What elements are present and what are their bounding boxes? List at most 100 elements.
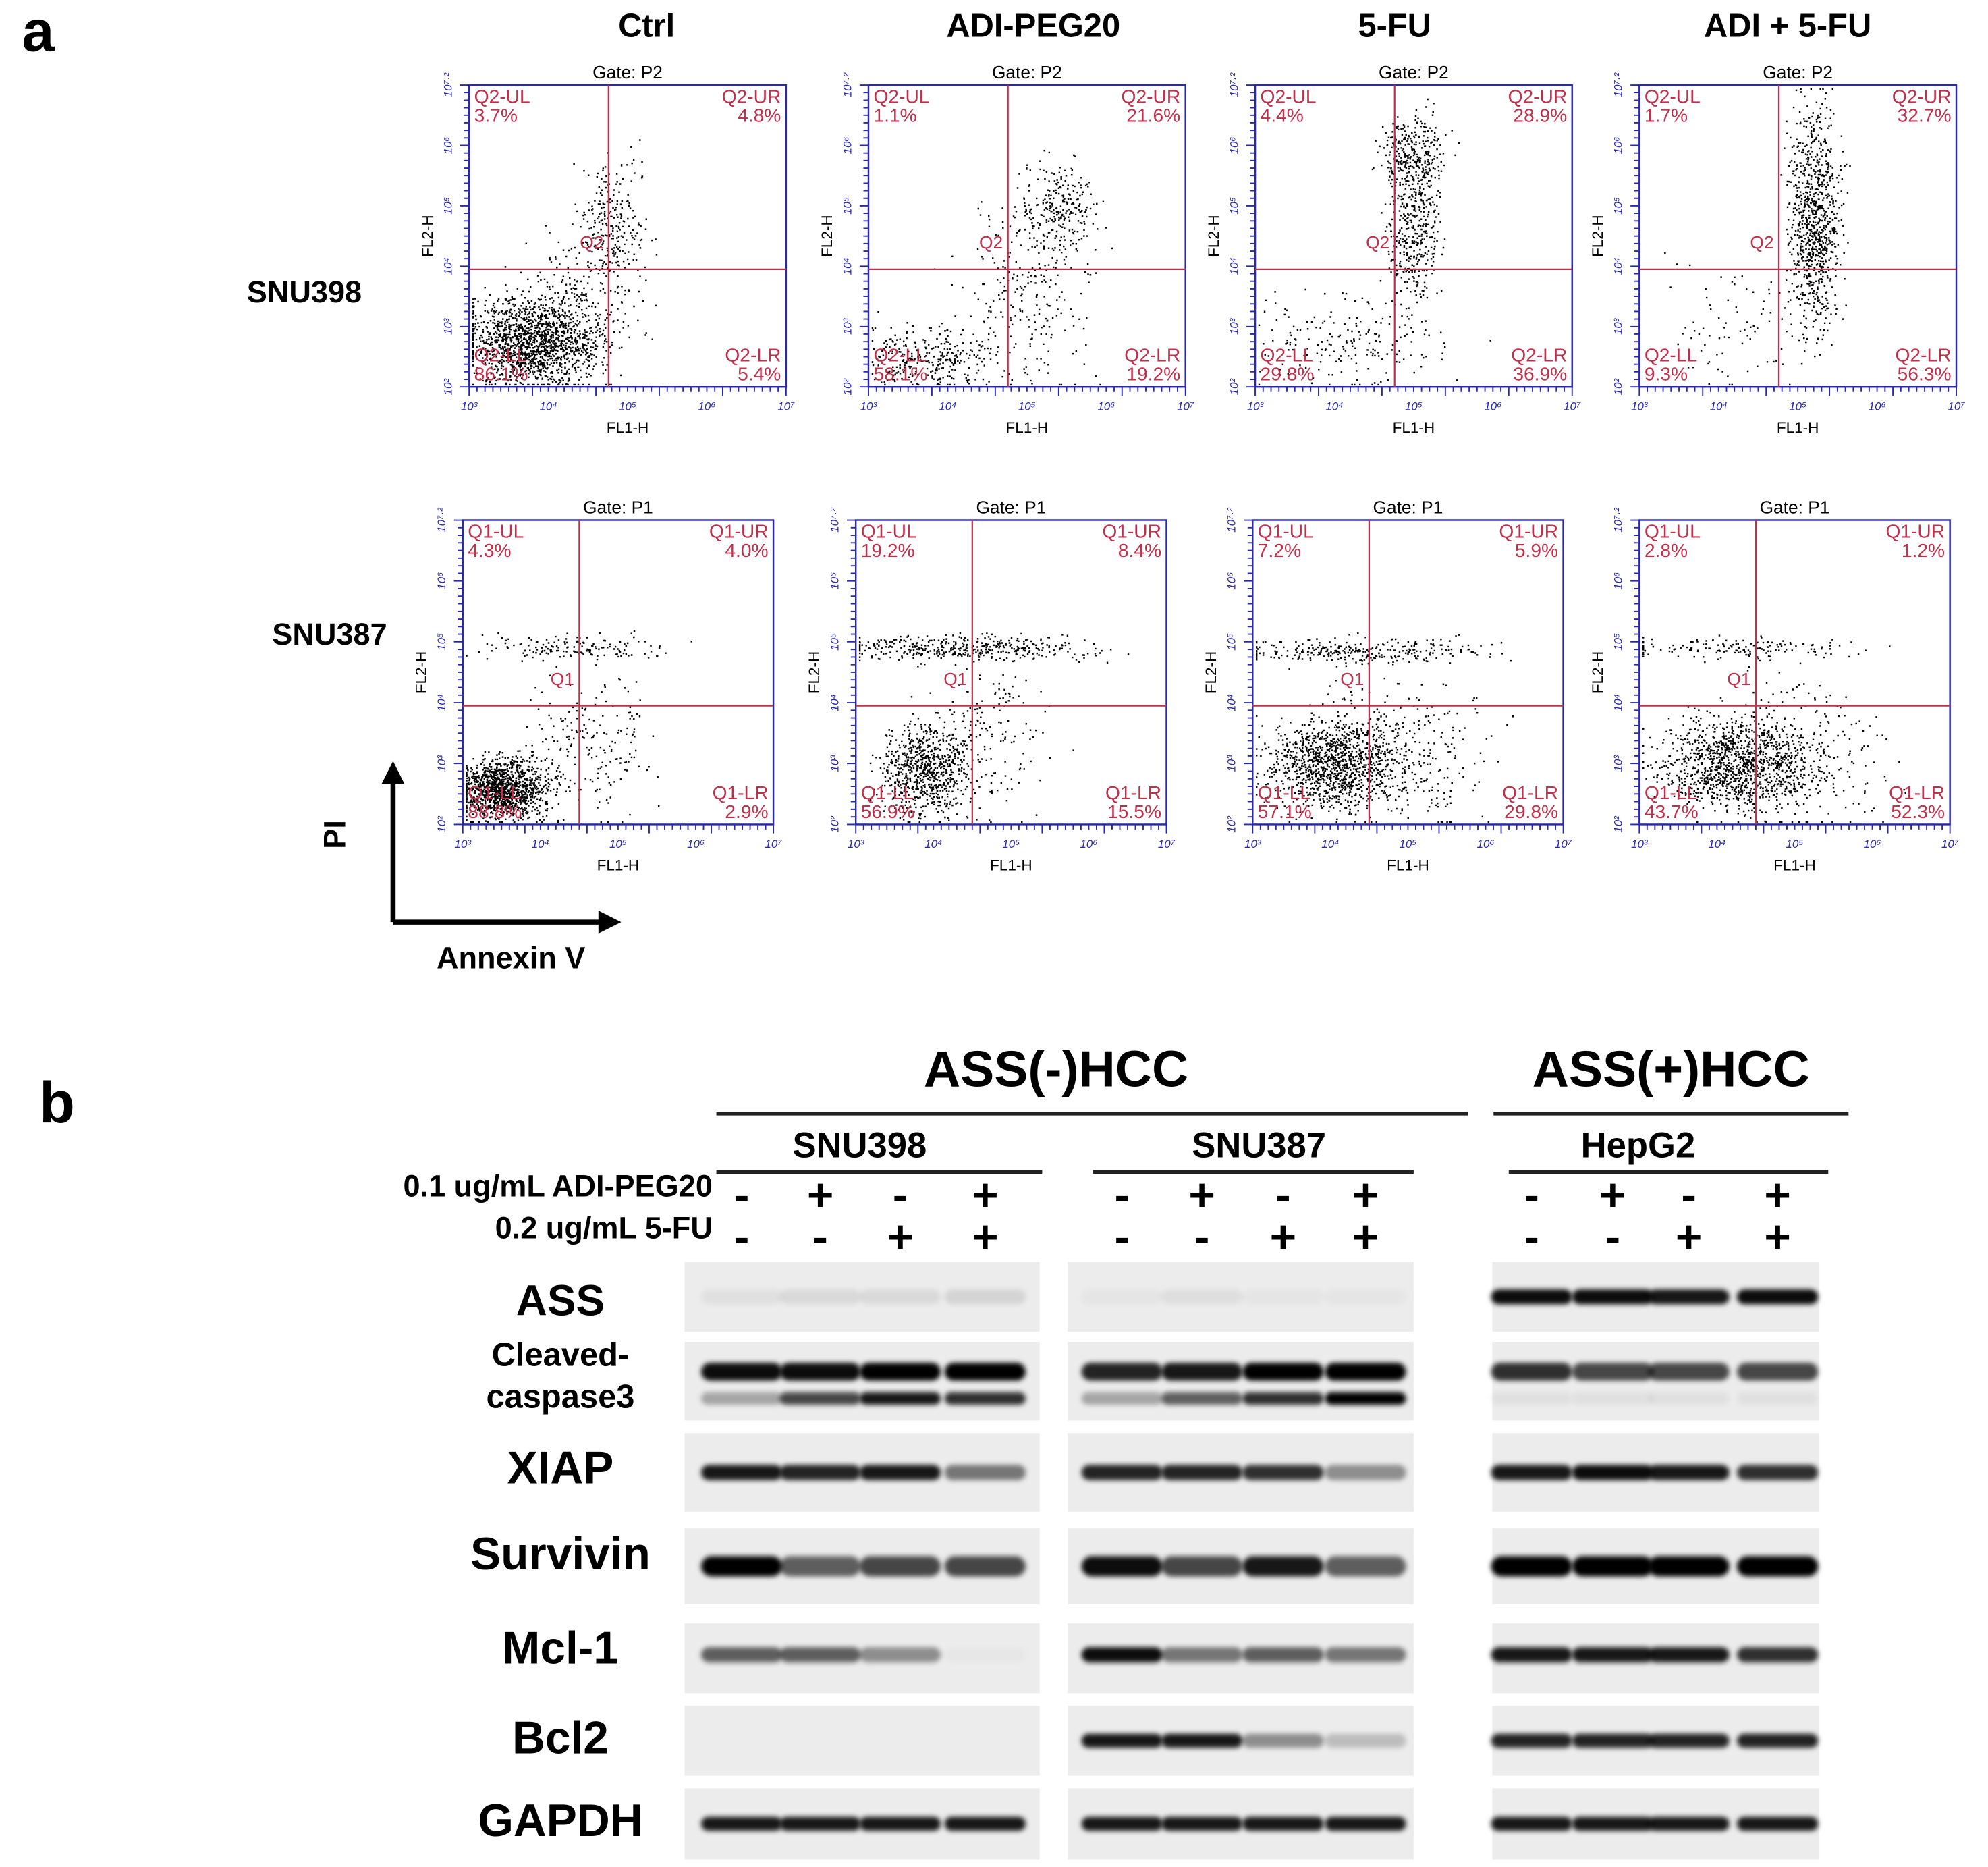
x-tick-label: 10⁴ <box>532 838 549 850</box>
blot-strip <box>1067 1341 1414 1421</box>
quadrant-name: Q1-UR <box>1885 520 1945 542</box>
x-tick-label: 10⁵ <box>1405 400 1423 413</box>
treatment-sign: - <box>1681 1170 1696 1221</box>
blot-band <box>1081 1392 1163 1405</box>
protein-label: Bcl2 <box>512 1713 609 1764</box>
quadrant-name: Q2-UL <box>1261 85 1317 107</box>
center-label: Q2 <box>1366 232 1389 252</box>
quadrant-percent: 15.5% <box>1107 801 1161 822</box>
blot-band <box>1491 1289 1572 1305</box>
blot-band <box>1161 1465 1243 1480</box>
x-axis-label: FL1-H <box>607 419 649 436</box>
x-tick-label: 10⁷ <box>1177 400 1194 413</box>
quadrant-percent: 56.9% <box>861 801 915 822</box>
blot-band <box>700 1816 783 1831</box>
y-tick-label: 10⁷·² <box>442 72 455 97</box>
blot-band <box>859 1363 941 1381</box>
cell-line-heading: SNU398 <box>792 1125 927 1165</box>
quadrant-percent: 4.8% <box>738 104 781 126</box>
condition-title: ADI-PEG20 <box>946 7 1120 44</box>
blot-band <box>1081 1733 1163 1748</box>
group-heading: ASS(-)HCC <box>924 1041 1188 1098</box>
center-label: Q2 <box>580 232 603 252</box>
gate-label: Gate: P2 <box>592 62 663 82</box>
blot-band <box>1572 1363 1653 1381</box>
blot-band <box>1736 1289 1819 1305</box>
x-axis-label: FL1-H <box>1387 857 1429 873</box>
blot-band <box>1161 1647 1243 1662</box>
x-axis-label: FL1-H <box>1006 419 1049 436</box>
x-tick-label: 10³ <box>860 400 877 413</box>
treatment-sign: - <box>1114 1170 1130 1221</box>
arrow-axes <box>390 776 607 925</box>
treatment-sign: + <box>887 1212 914 1263</box>
y-tick-label: 10⁷·² <box>841 72 854 97</box>
y-tick-label: 10⁵ <box>1612 633 1625 651</box>
y-tick-label: 10⁴ <box>1225 694 1238 711</box>
x-tick-label: 10⁷ <box>1158 838 1176 850</box>
y-tick-label: 10² <box>435 815 448 833</box>
x-tick-label: 10⁵ <box>1786 838 1804 850</box>
x-tick-label: 10⁴ <box>1321 838 1339 850</box>
blot-band <box>1325 1465 1406 1480</box>
axis-ticks <box>1630 519 1951 834</box>
quadrant-name: Q1-UR <box>709 520 769 542</box>
y-tick-label: 10⁵ <box>1612 197 1625 215</box>
treatment-label: 0.2 ug/mL 5-FU <box>495 1211 713 1245</box>
quadrant-name: Q2-LR <box>725 344 781 366</box>
axis-ticks <box>859 84 1186 396</box>
blot-band <box>1081 1816 1163 1831</box>
quadrant-percent: 9.3% <box>1645 363 1688 385</box>
x-tick-label: 10⁴ <box>924 838 942 850</box>
blot-band <box>1325 1392 1406 1405</box>
y-tick-label: 10³ <box>1227 318 1240 335</box>
y-tick-label: 10⁷·² <box>1612 72 1625 97</box>
treatment-sign: + <box>1764 1170 1791 1221</box>
protein-label: GAPDH <box>478 1795 642 1846</box>
blot-band <box>944 1392 1026 1405</box>
x-tick-label: 10⁷ <box>1564 400 1581 413</box>
panel-label: a <box>22 0 55 64</box>
y-axis-label: FL2-H <box>819 215 835 257</box>
x-tick-label: 10³ <box>455 838 472 850</box>
y-tick-label: 10³ <box>829 755 841 772</box>
panel-label: b <box>39 1071 75 1135</box>
y-tick-label: 10³ <box>435 755 448 772</box>
scatter-dots <box>858 632 1130 823</box>
blot-band <box>1082 1289 1163 1305</box>
quadrant-percent: 43.7% <box>1645 801 1699 822</box>
y-tick-label: 10⁵ <box>829 633 841 651</box>
y-tick-label: 10³ <box>1612 755 1625 772</box>
quadrant-name: Q2-LL <box>1261 344 1313 366</box>
blot-band <box>1242 1392 1324 1405</box>
quadrant-percent: 8.4% <box>1118 539 1161 561</box>
blot-band <box>1572 1392 1653 1405</box>
y-tick-label: 10² <box>1225 815 1238 833</box>
quadrant-name: Q2-UR <box>1122 85 1181 107</box>
blot-band <box>859 1816 941 1831</box>
y-tick-label: 10⁵ <box>841 197 854 215</box>
axis-ticks <box>1246 84 1573 396</box>
y-tick-label: 10⁶ <box>1227 137 1240 155</box>
blot-band <box>1648 1465 1730 1480</box>
x-tick-label: 10⁷ <box>1948 400 1965 413</box>
center-label: Q1 <box>1727 669 1750 689</box>
gate-label: Gate: P2 <box>1763 62 1833 82</box>
y-tick-label: 10⁵ <box>442 197 455 215</box>
x-tick-label: 10⁵ <box>1789 400 1806 413</box>
x-tick-label: 10⁴ <box>1325 400 1343 413</box>
blot-band <box>1736 1556 1819 1577</box>
x-tick-label: 10⁶ <box>1080 838 1098 850</box>
y-tick-label: 10² <box>829 815 841 833</box>
y-tick-label: 10⁶ <box>1612 572 1625 590</box>
y-tick-label: 10⁶ <box>442 137 455 155</box>
y-tick-label: 10⁶ <box>841 137 854 155</box>
protein-label: Survivin <box>470 1529 651 1579</box>
center-label: Q2 <box>979 232 1003 252</box>
gate-label: Gate: P2 <box>1379 62 1449 82</box>
quadrant-percent: 1.1% <box>874 104 917 126</box>
y-tick-label: 10³ <box>1612 318 1625 335</box>
gate-label: Gate: P1 <box>583 497 653 518</box>
x-axis-label: FL1-H <box>597 857 640 873</box>
protein-label: caspase3 <box>486 1378 634 1415</box>
